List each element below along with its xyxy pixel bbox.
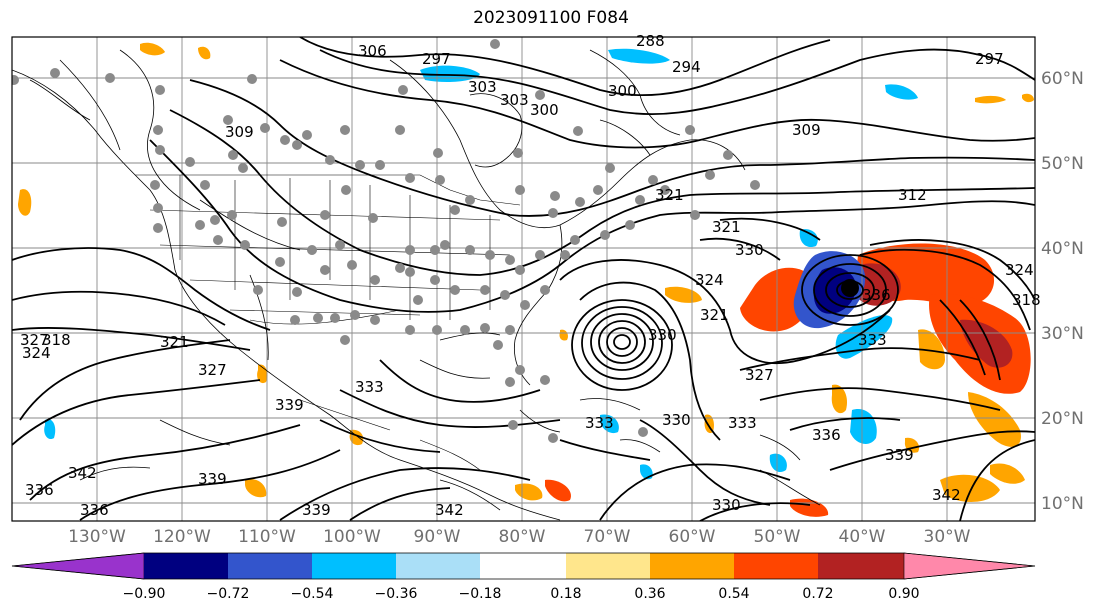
- contour-label: 309: [792, 121, 821, 139]
- contour-label: 336: [80, 501, 109, 519]
- colorbar-tick: 0.72: [802, 586, 833, 602]
- colorbar-tick: 0.54: [718, 586, 749, 602]
- colorbar-tick: −0.36: [375, 586, 418, 602]
- colorbar-tick: −0.54: [291, 586, 334, 602]
- contour-label: 303: [500, 91, 529, 109]
- contour-label: 336: [25, 481, 54, 499]
- colorbar-seg-4: [396, 553, 480, 579]
- lat-label: 40°N: [1041, 239, 1084, 259]
- colorbar-seg-1: [144, 553, 228, 579]
- lat-label: 50°N: [1041, 154, 1084, 174]
- contour-label: 339: [302, 501, 331, 519]
- lon-label: 110°W: [238, 527, 296, 547]
- colorbar-outline: [11, 552, 1036, 580]
- contour-label: 333: [355, 378, 384, 396]
- colorbar-seg-6: [566, 553, 650, 579]
- station-markers: [12, 39, 760, 443]
- colorbar-tick: −0.72: [207, 586, 250, 602]
- contour-label: 339: [885, 446, 914, 464]
- political-borders: [135, 174, 521, 471]
- lon-label: 60°W: [669, 527, 716, 547]
- map-title: 2023091100 F084: [473, 8, 629, 28]
- contour-label: 321: [160, 333, 189, 351]
- colorbar: −0.90 −0.72 −0.54 −0.36 −0.18 0.18 0.36 …: [11, 552, 1036, 602]
- contour-label: 339: [198, 470, 227, 488]
- contour-label-group: 306 297 309 303 300 294 288 297 309 312 …: [20, 32, 1041, 519]
- lon-label: 30°W: [924, 527, 971, 547]
- lon-label: 100°W: [323, 527, 381, 547]
- contour-label: 297: [975, 50, 1004, 68]
- contour-label: 336: [862, 286, 891, 304]
- contour-label: 321: [700, 306, 729, 324]
- contour-label: 321: [655, 186, 684, 204]
- contour-label: 309: [225, 123, 254, 141]
- contour-label: 297: [422, 50, 451, 68]
- contour-label: 327: [198, 361, 227, 379]
- contour-label: 342: [435, 501, 464, 519]
- lon-label: 120°W: [153, 527, 211, 547]
- colorbar-seg-10: [903, 552, 1036, 580]
- contour-label: 318: [42, 331, 71, 349]
- contour-label: 330: [712, 496, 741, 514]
- colorbar-seg-9: [818, 553, 904, 579]
- lon-label: 130°W: [68, 527, 126, 547]
- colorbar-seg-5: [480, 553, 566, 579]
- contour-label: 333: [728, 414, 757, 432]
- contour-label: 303: [468, 78, 497, 96]
- lat-label: 10°N: [1041, 494, 1084, 514]
- colorbar-seg-7: [650, 553, 734, 579]
- colorbar-tick: 0.90: [888, 586, 919, 602]
- contour-label: 318: [1012, 291, 1041, 309]
- contour-label: 306: [358, 42, 387, 60]
- colorbar-tick: 0.36: [634, 586, 665, 602]
- contour-label: 339: [275, 396, 304, 414]
- thin-contours: [59, 49, 821, 511]
- contour-label: 321: [712, 218, 741, 236]
- lon-label: 50°W: [754, 527, 801, 547]
- contour-label: 312: [898, 186, 927, 204]
- shaded-fields: [18, 42, 1034, 517]
- contour-label: 327: [20, 331, 49, 349]
- colorbar-tick: 0.18: [550, 586, 581, 602]
- contour-label: 300: [608, 82, 637, 100]
- lat-label: 20°N: [1041, 409, 1084, 429]
- height-contours: [12, 37, 1035, 521]
- latitude-labels: 60°N 50°N 40°N 30°N 20°N 10°N: [1041, 69, 1084, 514]
- contour-label: 342: [932, 486, 961, 504]
- colorbar-seg-3: [312, 553, 396, 579]
- contour-label: 324: [1005, 261, 1034, 279]
- contour-label: 333: [585, 414, 614, 432]
- colorbar-tick: −0.90: [123, 586, 166, 602]
- contour-label: 327: [745, 366, 774, 384]
- lon-label: 80°W: [499, 527, 546, 547]
- contour-label: 300: [530, 101, 559, 119]
- contour-label: 330: [735, 241, 764, 259]
- contour-label: 342: [68, 464, 97, 482]
- contour-label: 324: [22, 344, 51, 362]
- contour-label: 336: [812, 426, 841, 444]
- colorbar-seg-8: [734, 553, 818, 579]
- map-border: [11, 36, 1036, 522]
- contour-label: 288: [636, 32, 665, 50]
- colorbar-seg-2: [228, 553, 312, 579]
- colorbar-seg-0: [11, 552, 145, 580]
- lon-label: 40°W: [839, 527, 886, 547]
- lat-label: 30°N: [1041, 324, 1084, 344]
- contour-label: 330: [662, 411, 691, 429]
- contour-label: 324: [695, 271, 724, 289]
- lon-label: 90°W: [414, 527, 461, 547]
- lat-label: 60°N: [1041, 69, 1084, 89]
- contour-label: 294: [672, 58, 701, 76]
- contour-label: 333: [858, 331, 887, 349]
- storm-center-marker: [841, 279, 859, 297]
- colorbar-tick: −0.18: [459, 586, 502, 602]
- lon-label: 70°W: [584, 527, 631, 547]
- grid-lines: [12, 37, 1035, 521]
- longitude-labels: 130°W 120°W 110°W 100°W 90°W 80°W 70°W 6…: [68, 527, 971, 547]
- contour-label: 330: [648, 326, 677, 344]
